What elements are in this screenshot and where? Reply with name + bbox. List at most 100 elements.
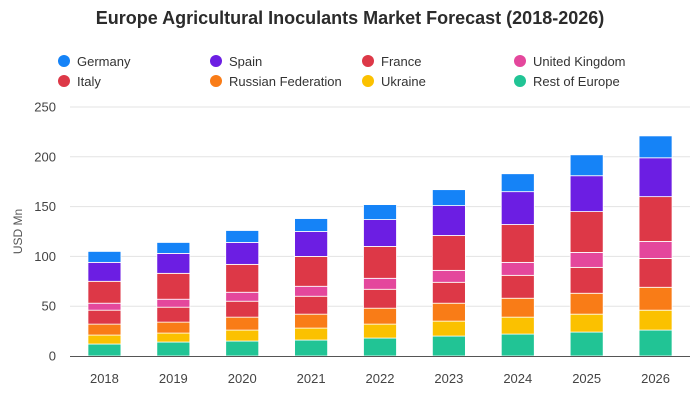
bar-2021-germany[interactable] (294, 218, 329, 232)
legend-item-russian-federation[interactable]: Russian Federation (210, 73, 362, 89)
bar-2019-united-kingdom[interactable] (156, 298, 191, 308)
bar-2018-russian-federation[interactable] (87, 323, 122, 336)
bar-2022-rest-of-europe[interactable] (363, 337, 397, 357)
bar-2026-spain[interactable] (638, 157, 673, 198)
y-tick-label-150: 150 (34, 199, 56, 214)
legend: Germany Spain France United Kingdom Italy Rus… (58, 53, 698, 89)
bar-2023-russian-federation[interactable] (431, 302, 466, 322)
bar-2021-ukraine[interactable] (294, 327, 329, 341)
bar-2026-russian-federation[interactable] (638, 286, 673, 311)
bar-2026-italy[interactable] (638, 257, 673, 288)
bar-2018-spain[interactable] (87, 261, 122, 282)
bar-2020-france[interactable] (225, 263, 260, 293)
bar-2020-united-kingdom[interactable] (225, 291, 260, 302)
bar-2021-spain[interactable] (294, 231, 329, 257)
bar-2025-united-kingdom[interactable] (569, 252, 604, 268)
bar-2026-united-kingdom[interactable] (638, 241, 673, 259)
x-tick-label-2018: 2018 (90, 371, 119, 386)
y-axis-title: USD Mn (11, 209, 25, 254)
x-tick-label-2023: 2023 (434, 371, 463, 386)
bar-2024-united-kingdom[interactable] (500, 261, 535, 276)
legend-item-rest-of-europe[interactable]: Rest of Europe (514, 73, 684, 89)
bar-2026-germany[interactable] (638, 135, 673, 159)
bar-2021-russian-federation[interactable] (294, 313, 329, 329)
bar-2023-italy[interactable] (431, 281, 466, 304)
bar-2026-ukraine[interactable] (638, 309, 673, 331)
bar-2025-italy[interactable] (569, 266, 604, 294)
bar-2020-ukraine[interactable] (225, 329, 260, 342)
bar-2019-rest-of-europe[interactable] (156, 341, 191, 357)
bar-2022-russian-federation[interactable] (363, 307, 397, 325)
y-tick-label-250: 250 (34, 100, 56, 115)
bar-2019-france[interactable] (156, 272, 191, 300)
legend-item-italy[interactable]: Italy (58, 73, 210, 89)
bar-2021-united-kingdom[interactable] (294, 285, 329, 297)
bar-2026-france[interactable] (638, 196, 673, 242)
bar-2020-germany[interactable] (225, 230, 260, 243)
legend-item-spain[interactable]: Spain (210, 53, 362, 69)
bar-2020-russian-federation[interactable] (225, 316, 260, 331)
chart-title: Europe Agricultural Inoculants Market Fo… (95, 8, 605, 28)
bar-2025-spain[interactable] (569, 175, 604, 212)
bar-2018-germany[interactable] (87, 251, 122, 263)
y-axis-ticks: 0 50 100 150 200 250 (34, 100, 56, 364)
legend-item-ukraine[interactable]: Ukraine (362, 73, 514, 89)
bar-2020-spain[interactable] (225, 242, 260, 265)
y-tick-label-50: 50 (42, 299, 56, 314)
bar-2025-ukraine[interactable] (569, 313, 604, 333)
bar-2021-france[interactable] (294, 255, 329, 287)
legend-swatch-italy (58, 75, 70, 87)
bar-2021-rest-of-europe[interactable] (294, 339, 329, 357)
bar-2022-ukraine[interactable] (363, 323, 397, 339)
bar-2022-spain[interactable] (363, 219, 397, 247)
bar-2024-rest-of-europe[interactable] (500, 333, 535, 357)
bar-2020-rest-of-europe[interactable] (225, 340, 260, 357)
bar-2021-italy[interactable] (294, 295, 329, 315)
bar-2022-germany[interactable] (363, 204, 397, 220)
bar-2023-united-kingdom[interactable] (431, 269, 466, 283)
bar-2022-italy[interactable] (363, 288, 397, 309)
bar-2023-ukraine[interactable] (431, 320, 466, 337)
x-tick-label-2022: 2022 (366, 371, 395, 386)
legend-label-russian-federation: Russian Federation (229, 73, 342, 89)
bar-2024-france[interactable] (500, 224, 535, 263)
bar-2018-italy[interactable] (87, 309, 122, 325)
legend-swatch-united-kingdom (514, 55, 526, 67)
bar-2018-united-kingdom[interactable] (87, 302, 122, 311)
bar-2026-rest-of-europe[interactable] (638, 329, 673, 357)
bar-2023-spain[interactable] (431, 205, 466, 236)
legend-label-ukraine: Ukraine (381, 73, 426, 89)
bar-2023-rest-of-europe[interactable] (431, 335, 466, 357)
bar-2018-ukraine[interactable] (87, 334, 122, 345)
bar-2019-russian-federation[interactable] (156, 321, 191, 334)
bar-2023-france[interactable] (431, 235, 466, 271)
bar-2023-germany[interactable] (431, 189, 466, 207)
bar-2019-ukraine[interactable] (156, 332, 191, 343)
legend-item-germany[interactable]: Germany (58, 53, 210, 69)
bar-2022-france[interactable] (363, 246, 397, 279)
bar-2024-ukraine[interactable] (500, 316, 535, 335)
bar-2025-germany[interactable] (569, 154, 604, 177)
y-tick-label-0: 0 (49, 349, 56, 364)
legend-item-united-kingdom[interactable]: United Kingdom (514, 53, 684, 69)
bar-2022-united-kingdom[interactable] (363, 277, 397, 290)
bar-2020-italy[interactable] (225, 300, 260, 318)
y-tick-label-200: 200 (34, 149, 56, 164)
bar-2024-spain[interactable] (500, 191, 535, 225)
legend-label-rest-of-europe: Rest of Europe (533, 73, 620, 89)
bar-2018-france[interactable] (87, 280, 122, 304)
legend-item-france[interactable]: France (362, 53, 514, 69)
bar-2025-russian-federation[interactable] (569, 292, 604, 315)
bar-2018-rest-of-europe[interactable] (87, 343, 122, 357)
bar-2019-spain[interactable] (156, 253, 191, 274)
bar-2025-france[interactable] (569, 211, 604, 253)
bar-2024-russian-federation[interactable] (500, 297, 535, 318)
bar-2024-italy[interactable] (500, 274, 535, 299)
legend-swatch-rest-of-europe (514, 75, 526, 87)
bar-2019-germany[interactable] (156, 242, 191, 254)
bar-2019-italy[interactable] (156, 306, 191, 323)
bars (87, 135, 673, 357)
bar-2024-germany[interactable] (500, 173, 535, 193)
bar-2025-rest-of-europe[interactable] (569, 331, 604, 357)
